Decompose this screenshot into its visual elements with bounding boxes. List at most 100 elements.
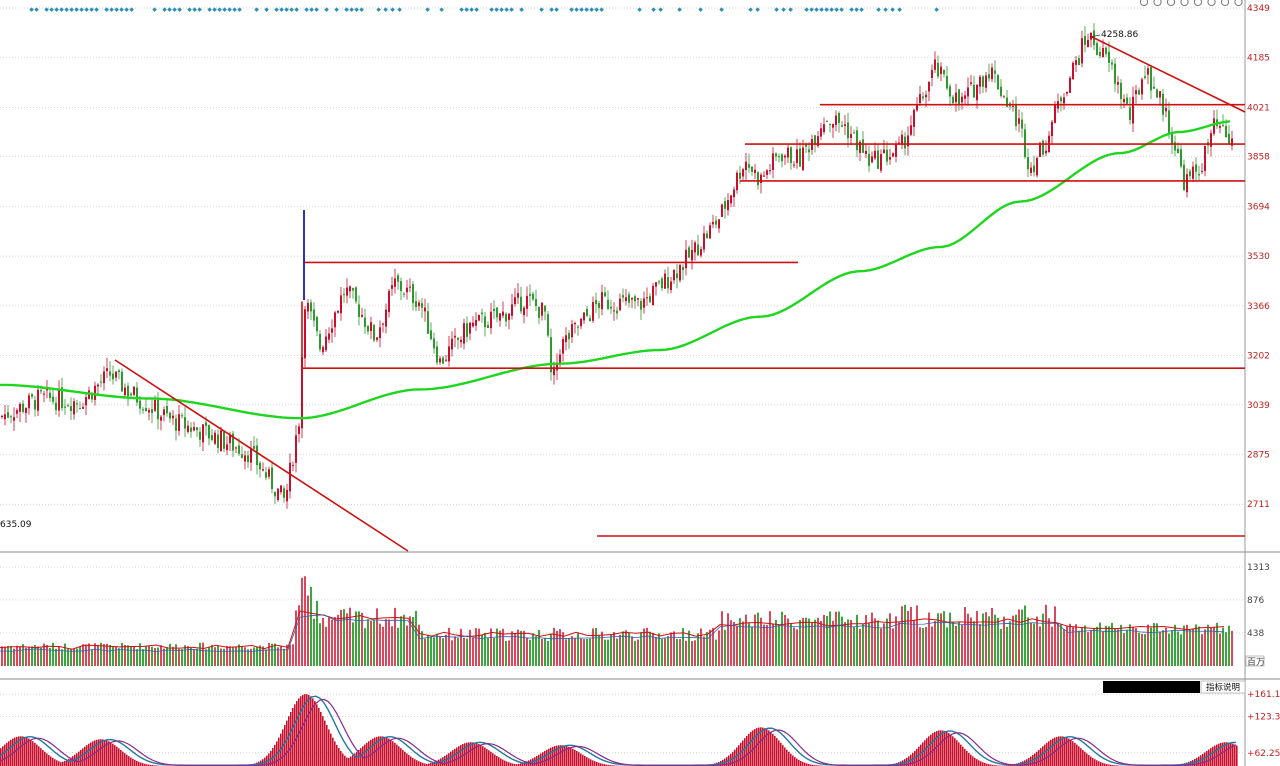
- candle-body: [865, 150, 867, 155]
- indicator-bar: [970, 754, 972, 766]
- search-icon[interactable]: [1153, 0, 1162, 7]
- indicator-help-button[interactable]: [1200, 680, 1246, 694]
- indicator-bar: [1208, 749, 1210, 766]
- candle-body: [544, 305, 546, 312]
- indicator-bar: [1082, 749, 1084, 766]
- candle-body: [142, 409, 144, 411]
- candle-body: [856, 130, 858, 151]
- volume-bar: [871, 612, 873, 666]
- eye-icon[interactable]: [1166, 0, 1176, 7]
- volume-bar: [256, 646, 258, 666]
- volume-bar: [610, 634, 612, 666]
- candle-body: [1159, 91, 1161, 98]
- candle-body: [58, 389, 60, 411]
- volume-bar: [22, 644, 24, 666]
- indicator-bar: [796, 758, 798, 766]
- volume-bar: [586, 638, 588, 666]
- copy-icon[interactable]: [1193, 0, 1203, 7]
- signal-dot: [129, 7, 134, 12]
- volume-bar: [814, 619, 816, 666]
- volume-bar: [301, 577, 303, 666]
- indicator-bar: [106, 740, 108, 766]
- volume-bar: [1093, 628, 1095, 666]
- volume-bar: [232, 646, 234, 666]
- print-icon[interactable]: [1180, 0, 1189, 7]
- signal-dot: [829, 7, 834, 12]
- settings-icon[interactable]: [1139, 0, 1149, 7]
- indicator-bar: [490, 751, 492, 766]
- indicator-bar: [928, 736, 930, 766]
- volume-bar: [1180, 634, 1182, 666]
- indicator-bar: [50, 756, 52, 766]
- indicator-bar: [1046, 742, 1048, 766]
- zoom-out-icon[interactable]: [1234, 0, 1243, 7]
- volume-bar: [235, 646, 237, 666]
- volume-bar: [1027, 617, 1029, 666]
- signal-dot: [574, 7, 579, 12]
- indicator-bar: [982, 762, 984, 766]
- volume-bar: [1087, 632, 1089, 666]
- save-icon[interactable]: [1207, 0, 1216, 7]
- indicator-bar: [780, 742, 782, 766]
- zoom-in-icon[interactable]: [1220, 0, 1230, 7]
- volume-bar: [358, 611, 360, 666]
- volume-bar: [913, 620, 915, 666]
- indicator-bar: [366, 742, 368, 766]
- candle-body: [418, 302, 420, 307]
- signal-dot: [207, 7, 212, 12]
- volume-bar: [1084, 625, 1086, 666]
- volume-bar: [517, 629, 519, 666]
- candle-body: [592, 301, 594, 321]
- candle-body: [610, 306, 612, 309]
- volume-bar: [751, 626, 753, 666]
- volume-bar: [559, 629, 561, 666]
- indicator-bar: [6, 742, 8, 766]
- candle-body: [370, 322, 372, 332]
- volume-bar: [619, 634, 621, 666]
- volume-bar: [403, 614, 405, 666]
- indicator-bar: [426, 763, 428, 766]
- indicator-bar: [1214, 745, 1216, 766]
- indicator-bar: [64, 760, 66, 766]
- volume-bar: [142, 649, 144, 666]
- candle-body: [451, 338, 453, 350]
- candle-body: [1051, 121, 1053, 136]
- volume-bar: [328, 617, 330, 666]
- volume-bar: [505, 640, 507, 666]
- indicator-bar: [390, 739, 392, 766]
- signal-dot: [594, 7, 599, 12]
- indicator-bar: [284, 725, 286, 766]
- volume-bar: [1009, 621, 1011, 666]
- candle-body: [286, 489, 288, 502]
- indicator-bar: [1080, 748, 1082, 766]
- indicator-bar: [338, 748, 340, 766]
- candle-body: [1069, 77, 1071, 93]
- volume-bar: [352, 622, 354, 666]
- volume-bar: [178, 648, 180, 666]
- volume-bar: [475, 628, 477, 666]
- candle-body: [22, 403, 24, 412]
- indicator-bar: [2, 746, 4, 766]
- candle-body: [448, 346, 450, 362]
- candle-body: [430, 330, 432, 340]
- volume-ma-line: [0, 614, 1225, 652]
- indicator-bar: [382, 736, 384, 766]
- indicator-bar: [1222, 742, 1224, 766]
- candle-body: [634, 296, 636, 302]
- candle-body: [835, 115, 837, 126]
- volume-bar: [262, 646, 264, 666]
- volume-bar: [1171, 630, 1173, 666]
- indicator-bar: [140, 762, 142, 766]
- indicator-bar: [942, 730, 944, 766]
- volume-bar: [820, 620, 822, 666]
- indicator-bar: [100, 739, 102, 766]
- indicator-bar: [104, 739, 106, 766]
- candle-body: [367, 326, 369, 332]
- volume-bar: [133, 646, 135, 666]
- volume-bar: [439, 636, 441, 666]
- volume-bar: [16, 645, 18, 666]
- indicator-bar: [452, 750, 454, 766]
- signal-dot: [637, 7, 642, 12]
- candle-body: [598, 303, 600, 309]
- signal-dot: [94, 7, 99, 12]
